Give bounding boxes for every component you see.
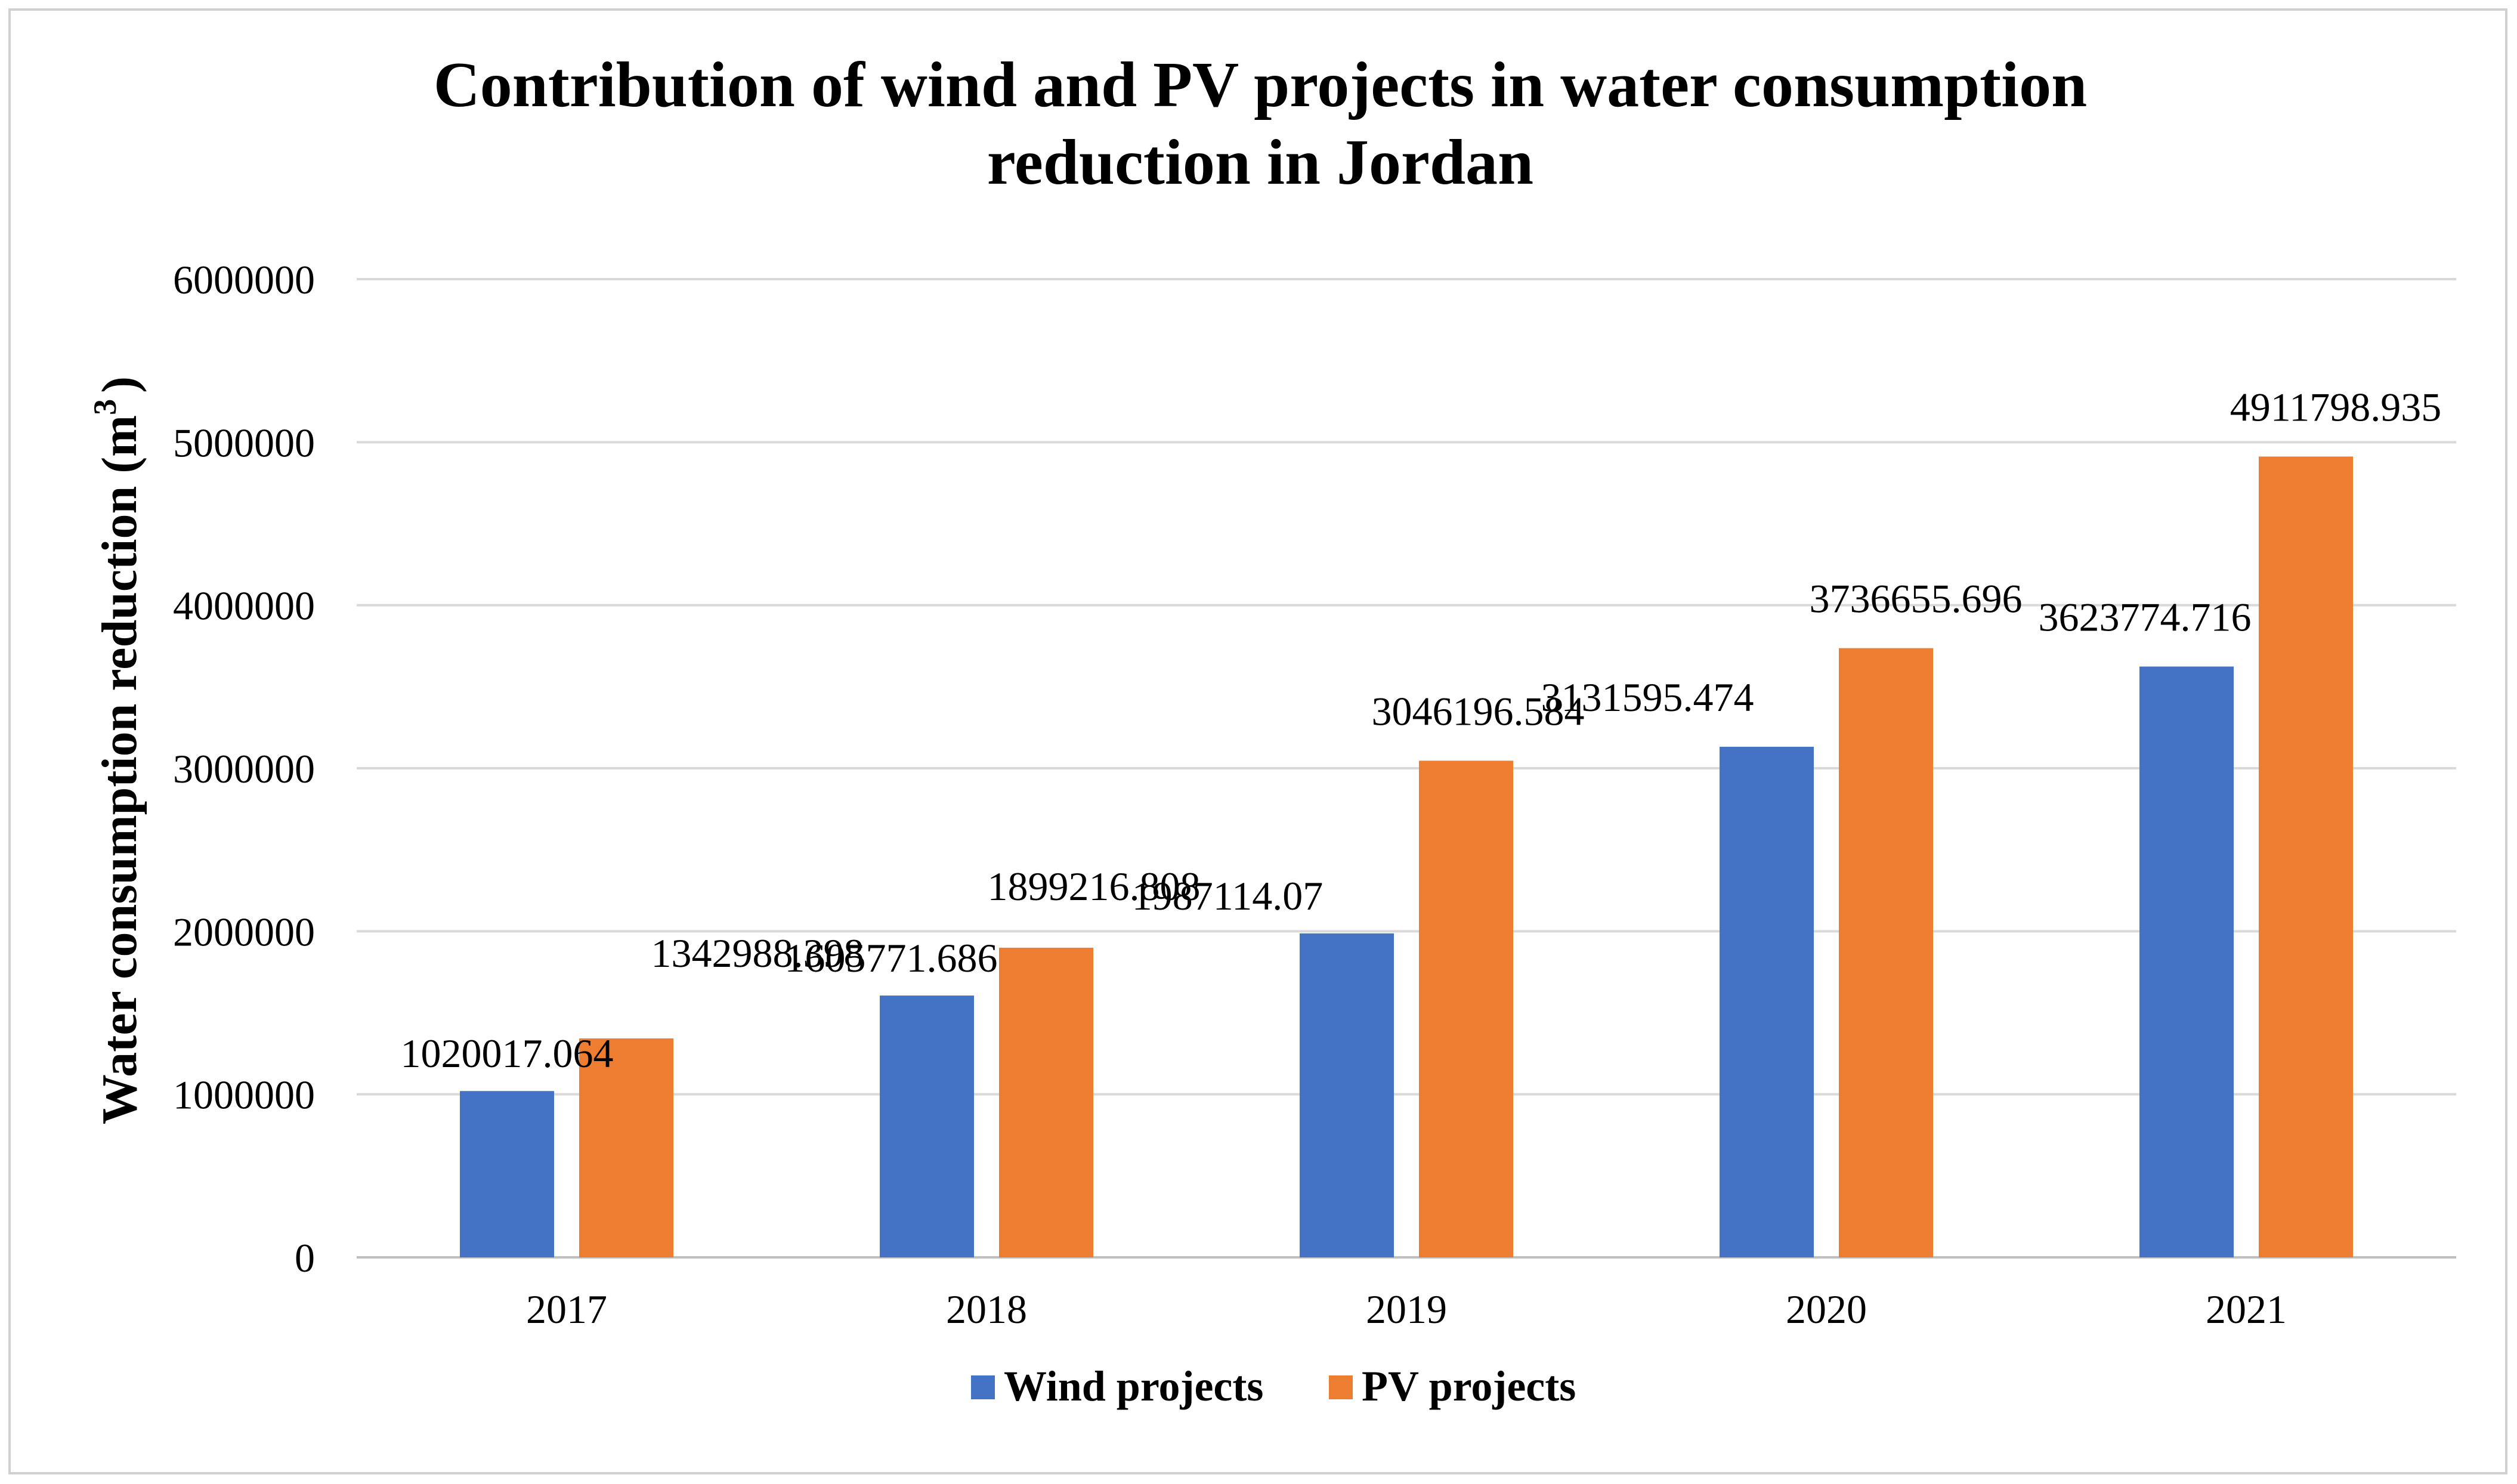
- x-tick-label-2019: 2019: [1366, 1287, 1447, 1332]
- wind-data-label-2017: 1020017.064: [401, 1031, 614, 1076]
- y-tick-label: 3000000: [173, 746, 315, 792]
- legend-label-pv: PV projects: [1362, 1362, 1576, 1410]
- wind-bar-2019: [1300, 933, 1394, 1257]
- wind-data-label-2018: 1605771.686: [785, 935, 998, 981]
- y-tick-label: 1000000: [173, 1072, 315, 1118]
- chart-title-line-1: Contribution of wind and PV projects in …: [434, 50, 2087, 120]
- legend: Wind projects PV projects: [971, 1362, 1576, 1410]
- y-tick-label: 4000000: [173, 583, 315, 629]
- pv-data-label-2019: 3046196.584: [1372, 688, 1585, 734]
- pv-bar-2020: [1839, 648, 1933, 1257]
- chart-title-line-2: reduction in Jordan: [987, 127, 1533, 198]
- wind-data-label-2020: 3131595.474: [1541, 675, 1754, 720]
- pv-data-label-2020: 3736655.696: [1810, 576, 2023, 622]
- pv-data-label-2017: 1342988.398: [651, 930, 864, 976]
- x-tick-label-2018: 2018: [946, 1287, 1027, 1332]
- y-axis-title-superscript: 3: [87, 399, 123, 415]
- y-axis-title-main: Water consumption reduction (m: [92, 415, 147, 1124]
- pv-data-label-2021: 4911798.935: [2230, 384, 2441, 429]
- y-tick-label: 5000000: [173, 420, 315, 465]
- y-axis-ticks: 0 1000000 2000000 3000000 4000000 5000000 6000…: [173, 257, 315, 1281]
- wind-bar-2018: [880, 995, 974, 1257]
- pv-bar-2019: [1419, 760, 1513, 1257]
- y-axis-title: Water consumption reduction (m3): [87, 376, 147, 1124]
- bars: [460, 456, 2353, 1257]
- legend-swatch-pv: [1329, 1375, 1353, 1399]
- y-axis-title-end: ): [92, 376, 147, 393]
- y-tick-label: 2000000: [173, 909, 315, 954]
- y-tick-label: 0: [295, 1235, 315, 1281]
- gridlines: [357, 278, 2456, 1259]
- pv-bar-2021: [2259, 456, 2353, 1257]
- wind-data-label-2019: 1987114.07: [1132, 873, 1323, 919]
- x-tick-label-2017: 2017: [526, 1287, 607, 1332]
- x-axis-ticks: 2017 2018 2019 2020 2021: [526, 1287, 2287, 1332]
- wind-bar-2021: [2139, 666, 2234, 1257]
- chart-frame: Contribution of wind and PV projects in …: [8, 8, 2507, 1474]
- y-tick-label: 6000000: [173, 257, 315, 302]
- x-tick-label-2020: 2020: [1786, 1287, 1867, 1332]
- legend-swatch-wind: [971, 1375, 995, 1399]
- legend-label-wind: Wind projects: [1004, 1362, 1263, 1410]
- wind-bar-2020: [1720, 747, 1814, 1257]
- wind-data-label-2021: 3623774.716: [2039, 595, 2252, 640]
- chart-canvas: Contribution of wind and PV projects in …: [87, 50, 2456, 1410]
- wind-bar-2017: [460, 1091, 554, 1257]
- pv-bar-2017: [579, 1038, 673, 1257]
- pv-bar-2018: [999, 947, 1093, 1257]
- pv-data-label-2018: 1899216.808: [988, 864, 1201, 909]
- x-tick-label-2021: 2021: [2206, 1287, 2287, 1332]
